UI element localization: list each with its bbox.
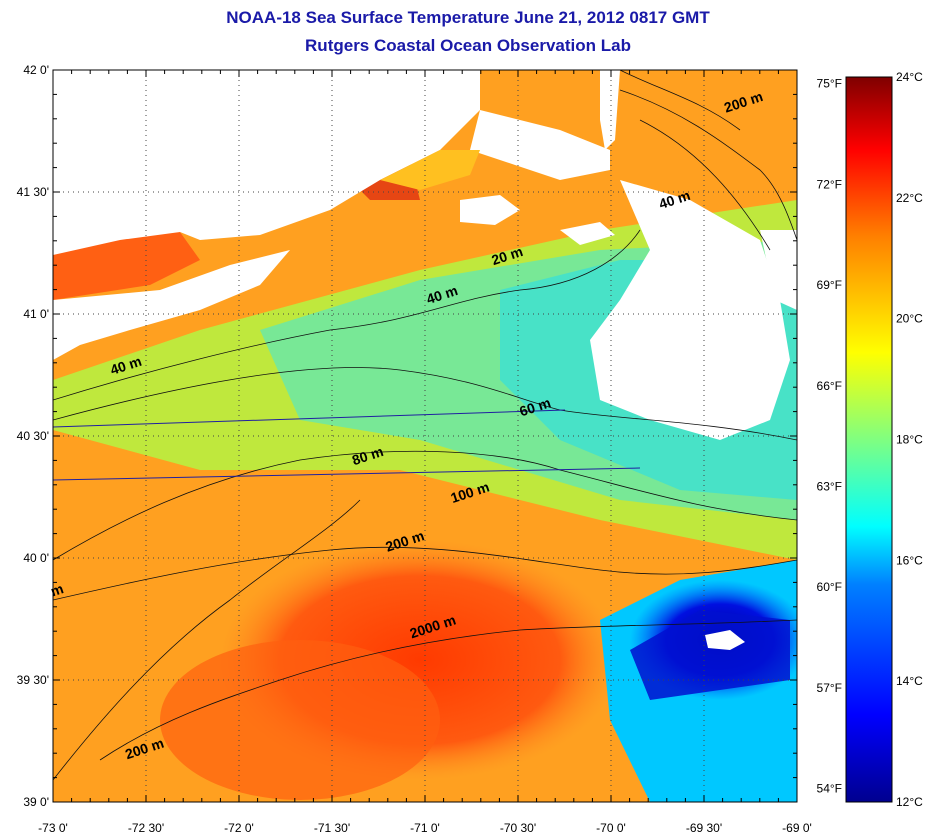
lon-label: -72 0'	[224, 821, 254, 835]
lon-label: -72 30'	[128, 821, 164, 835]
fahrenheit-label: 57°F	[817, 681, 842, 695]
celsius-labels: 24°C 22°C 20°C 18°C 16°C 14°C 12°C	[896, 70, 923, 809]
celsius-label: 12°C	[896, 795, 923, 809]
graticule	[53, 70, 797, 802]
celsius-label: 16°C	[896, 553, 923, 567]
lat-label: 39 30'	[17, 673, 49, 687]
fahrenheit-label: 69°F	[817, 278, 842, 292]
lat-label: 42 0'	[23, 63, 49, 77]
lat-label: 40 30'	[17, 429, 49, 443]
lat-label: 41 0'	[23, 307, 49, 321]
fahrenheit-label: 54°F	[817, 782, 842, 796]
colorbar	[845, 76, 893, 803]
lon-label: -70 30'	[500, 821, 536, 835]
lon-label: -70 0'	[596, 821, 626, 835]
map-subtitle: Rutgers Coastal Ocean Observation Lab	[305, 36, 631, 55]
lat-label: 40 0'	[23, 551, 49, 565]
celsius-label: 14°C	[896, 674, 923, 688]
fahrenheit-label: 63°F	[817, 479, 842, 493]
celsius-label: 18°C	[896, 433, 923, 447]
lon-label: -69 0'	[782, 821, 812, 835]
transect-lines	[53, 409, 641, 481]
fahrenheit-label: 60°F	[817, 580, 842, 594]
lon-label: -73 0'	[38, 821, 68, 835]
celsius-label: 20°C	[896, 312, 923, 326]
longitude-labels: -73 0' -72 30' -72 0' -71 30' -71 0' -70 30' -…	[38, 821, 812, 835]
map-title: NOAA-18 Sea Surface Temperature June 21,…	[226, 8, 710, 27]
contour-depth-label: m	[49, 580, 66, 599]
celsius-label: 22°C	[896, 191, 923, 205]
lat-label: 39 0'	[23, 795, 49, 809]
fahrenheit-label: 72°F	[817, 177, 842, 191]
fahrenheit-label: 75°F	[817, 77, 842, 91]
fahrenheit-label: 66°F	[817, 379, 842, 393]
lat-label: 41 30'	[17, 185, 49, 199]
celsius-label: 24°C	[896, 70, 923, 84]
frame-ticks	[52, 69, 798, 803]
latitude-labels: 42 0' 41 30' 41 0' 40 30' 40 0' 39 30' 39 0'	[17, 63, 49, 809]
lon-label: -71 0'	[410, 821, 440, 835]
lon-label: -71 30'	[314, 821, 350, 835]
sst-field	[53, 70, 797, 802]
fahrenheit-labels: 75°F 72°F 69°F 66°F 63°F 60°F 57°F 54°F	[817, 77, 842, 796]
lon-label: -69 30'	[686, 821, 722, 835]
bathymetry-contours	[53, 70, 797, 781]
